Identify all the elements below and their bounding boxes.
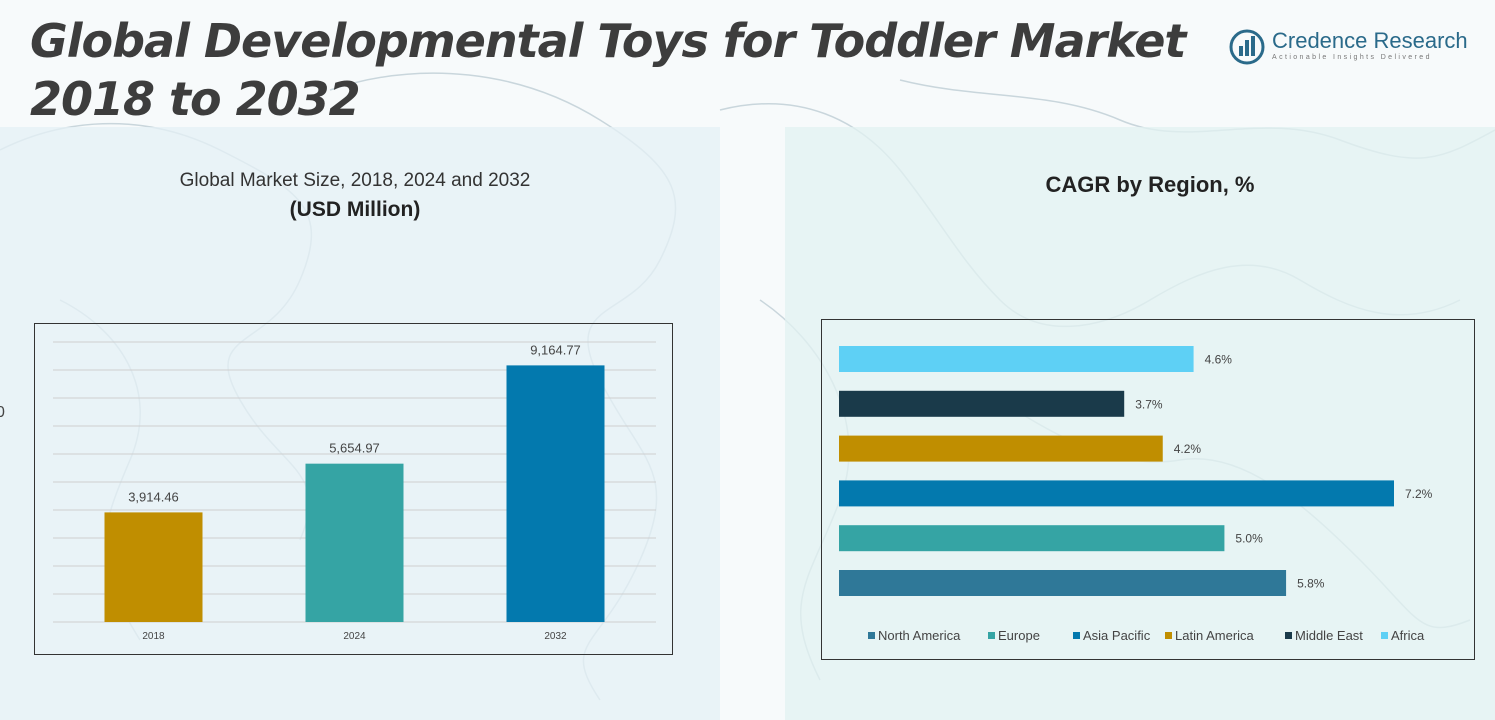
legend-item-europe: Europe bbox=[988, 628, 1040, 643]
data-label-asia-pacific: 7.2% bbox=[1405, 487, 1433, 501]
legend-label: North America bbox=[878, 628, 961, 643]
title-line-2: 2018 to 2032 bbox=[30, 72, 361, 126]
legend-item-middle-east: Middle East bbox=[1285, 628, 1363, 643]
market-size-unit: (USD Million) bbox=[289, 198, 421, 221]
data-label-africa: 4.6% bbox=[1205, 353, 1233, 367]
legend-swatch bbox=[1285, 632, 1292, 639]
stray-label: 0 bbox=[0, 404, 5, 421]
bar-chart-circle-icon bbox=[1229, 29, 1265, 65]
legend-label: Europe bbox=[998, 628, 1040, 643]
legend-label: Asia Pacific bbox=[1083, 628, 1151, 643]
bar-asia-pacific bbox=[839, 480, 1394, 507]
bar-europe bbox=[839, 525, 1225, 552]
logo-tagline: Actionable Insights Delivered bbox=[1272, 54, 1432, 61]
legend: North America Europe Asia Pacific Latin Ame… bbox=[868, 628, 1425, 643]
bar-2018 bbox=[104, 512, 203, 622]
legend-item-asia-pacific: Asia Pacific bbox=[1073, 628, 1151, 643]
legend-label: Africa bbox=[1391, 628, 1425, 643]
bar-north-america bbox=[839, 570, 1287, 596]
legend-swatch bbox=[868, 632, 875, 639]
bar-latin-america bbox=[839, 435, 1163, 462]
legend-item-north-america: North America bbox=[868, 628, 961, 643]
legend-item-latin-america: Latin America bbox=[1165, 628, 1255, 643]
data-label-2018: 3,914.46 bbox=[128, 489, 179, 504]
tick-label-2024: 2024 bbox=[343, 631, 366, 642]
cagr-chart-frame: 4.6% 3.7% 4.2% 7.2% 5.0% 5.8% North America Eur… bbox=[821, 319, 1475, 660]
legend-item-africa: Africa bbox=[1381, 628, 1425, 643]
bar-africa bbox=[839, 346, 1194, 372]
right-panel bbox=[785, 127, 1495, 720]
logo-name: Credence Research bbox=[1272, 28, 1468, 53]
legend-label: Latin America bbox=[1175, 628, 1255, 643]
data-label-middle-east: 3.7% bbox=[1135, 397, 1163, 411]
legend-label: Middle East bbox=[1295, 628, 1363, 643]
legend-swatch bbox=[1165, 632, 1172, 639]
bar-middle-east bbox=[839, 390, 1125, 417]
tick-label-2032: 2032 bbox=[544, 631, 567, 642]
legend-swatch bbox=[988, 632, 995, 639]
data-label-2032: 9,164.77 bbox=[530, 342, 581, 357]
data-label-latin-america: 4.2% bbox=[1174, 442, 1202, 456]
cagr-horizontal-bar-chart: 4.6% 3.7% 4.2% 7.2% 5.0% 5.8% North America Eur… bbox=[839, 346, 1433, 643]
credence-research-logo: Credence Research Actionable Insights De… bbox=[1228, 26, 1488, 70]
data-label-europe: 5.0% bbox=[1235, 532, 1263, 546]
page-title: Global Developmental Toys for Toddler Ma… bbox=[30, 12, 1190, 128]
legend-swatch bbox=[1073, 632, 1080, 639]
market-size-subtitle: Global Market Size, 2018, 2024 and 2032 bbox=[179, 170, 531, 191]
cagr-chart-title: CAGR by Region, % bbox=[1045, 172, 1255, 197]
bar-2032 bbox=[506, 365, 605, 622]
bar-2024 bbox=[305, 463, 404, 622]
tick-label-2018: 2018 bbox=[142, 631, 165, 642]
data-label-2024: 5,654.97 bbox=[329, 441, 380, 456]
title-line-1: Global Developmental Toys for Toddler Ma… bbox=[30, 14, 1186, 68]
market-size-chart-frame: 3,914.46 2018 5,654.97 2024 9,164.77 2032 bbox=[34, 323, 673, 655]
market-size-bar-chart: 3,914.46 2018 5,654.97 2024 9,164.77 2032 bbox=[53, 341, 656, 642]
data-label-north-america: 5.8% bbox=[1297, 577, 1325, 591]
legend-swatch bbox=[1381, 632, 1388, 639]
